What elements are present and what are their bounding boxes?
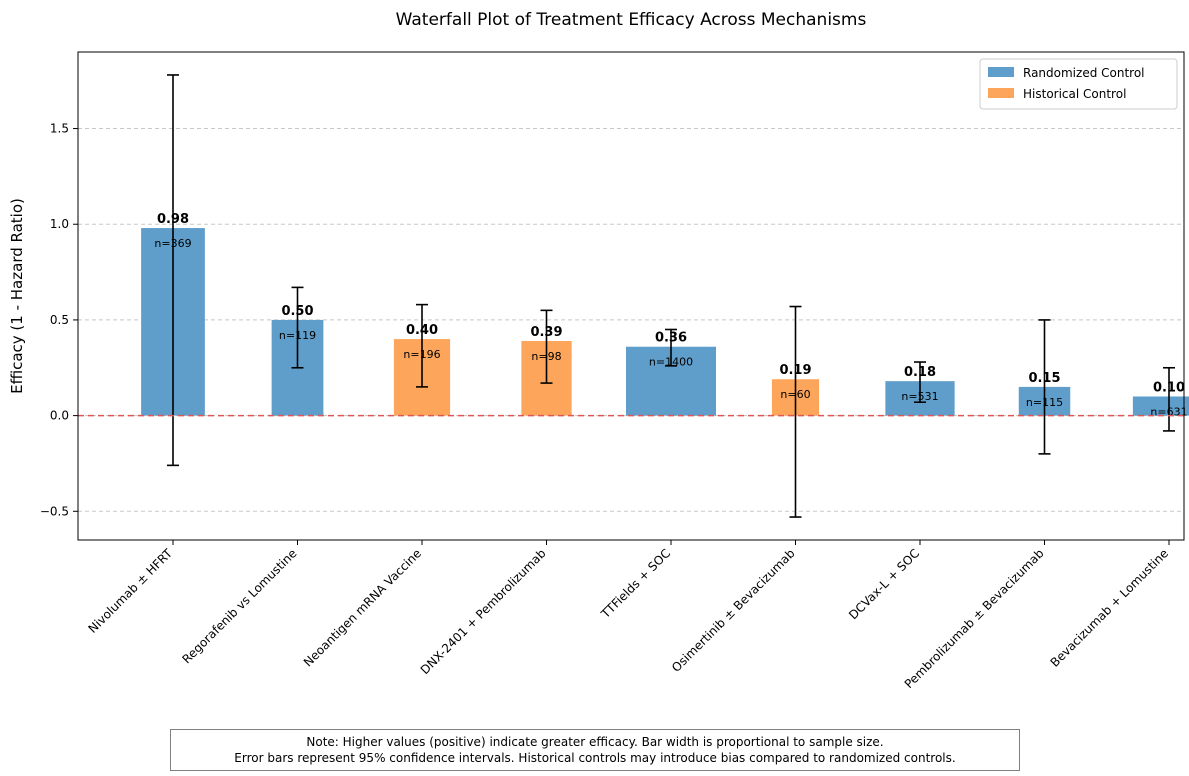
legend: Randomized Control Historical Control [979, 58, 1178, 110]
x-tick-label: Osimertinib ± Bevacizumab [669, 546, 798, 675]
bars [141, 228, 1189, 416]
value-label: 0.36 [655, 331, 687, 346]
sample-size-label: n=531 [901, 390, 938, 403]
x-axis: Nivolumab ± HFRT Regorafenib vs Lomustine… [85, 540, 1171, 691]
sample-size-label: n=98 [531, 350, 561, 363]
value-label: 0.15 [1028, 371, 1060, 386]
value-label: 0.50 [281, 304, 313, 319]
sample-size-label: n=60 [780, 388, 810, 401]
value-label: 0.19 [779, 363, 811, 378]
x-tick-label: DNX-2401 + Pembrolizumab [418, 546, 549, 677]
error-bars [167, 74, 1175, 518]
sample-size-label: n=631 [1150, 405, 1187, 418]
y-tick-label: −0.5 [40, 504, 69, 518]
value-label: 0.10 [1153, 380, 1185, 395]
x-tick-label: DCVax-L + SOC [846, 546, 922, 622]
value-label: 0.18 [904, 365, 936, 380]
y-tick-label: 0.0 [50, 409, 69, 423]
gridlines [78, 128, 1184, 512]
legend-label: Historical Control [1023, 87, 1126, 101]
sample-size-label: n=1400 [649, 356, 693, 369]
x-tick-label: TTFields + SOC [598, 546, 673, 621]
footnote-line-1: Note: Higher values (positive) indicate … [306, 735, 884, 749]
x-tick-label: Bevacizumab + Lomustine [1048, 546, 1171, 669]
x-tick-label: Nivolumab ± HFRT [85, 546, 175, 636]
legend-swatch [988, 88, 1014, 98]
value-label: 0.40 [406, 323, 438, 338]
y-tick-label: 1.0 [50, 217, 69, 231]
plot-frame [77, 51, 1185, 541]
y-tick-label: 0.5 [50, 313, 69, 327]
y-tick-label: 1.5 [50, 122, 69, 136]
bar [1132, 396, 1189, 416]
footnote-line-2: Error bars represent 95% confidence inte… [234, 751, 956, 765]
sample-size-label: n=119 [279, 329, 316, 342]
y-axis-label: Efficacy (1 - Hazard Ratio) [8, 198, 26, 394]
legend-swatch [988, 67, 1014, 77]
legend-box [979, 58, 1178, 110]
footnote-box: Note: Higher values (positive) indicate … [170, 729, 1020, 771]
sample-size-label: n=115 [1026, 396, 1063, 409]
value-label: 0.98 [157, 212, 189, 227]
x-tick-label: Pembrolizumab ± Bevacizumab [902, 546, 1047, 691]
bar-labels: 0.98 n=369 0.50 n=119 0.40 n=196 0.39 n=98 0.36 n… [154, 212, 1187, 418]
x-tick-label: Regorafenib vs Lomustine [179, 546, 299, 666]
sample-size-label: n=369 [154, 237, 191, 250]
value-label: 0.39 [530, 325, 562, 340]
x-tick-label: Neoantigen mRNA Vaccine [301, 546, 424, 669]
sample-size-label: n=196 [403, 348, 440, 361]
chart-title: Waterfall Plot of Treatment Efficacy Acr… [396, 10, 867, 30]
y-axis: −0.5 0.0 0.5 1.0 1.5 [40, 122, 78, 518]
legend-label: Randomized Control [1023, 66, 1145, 80]
